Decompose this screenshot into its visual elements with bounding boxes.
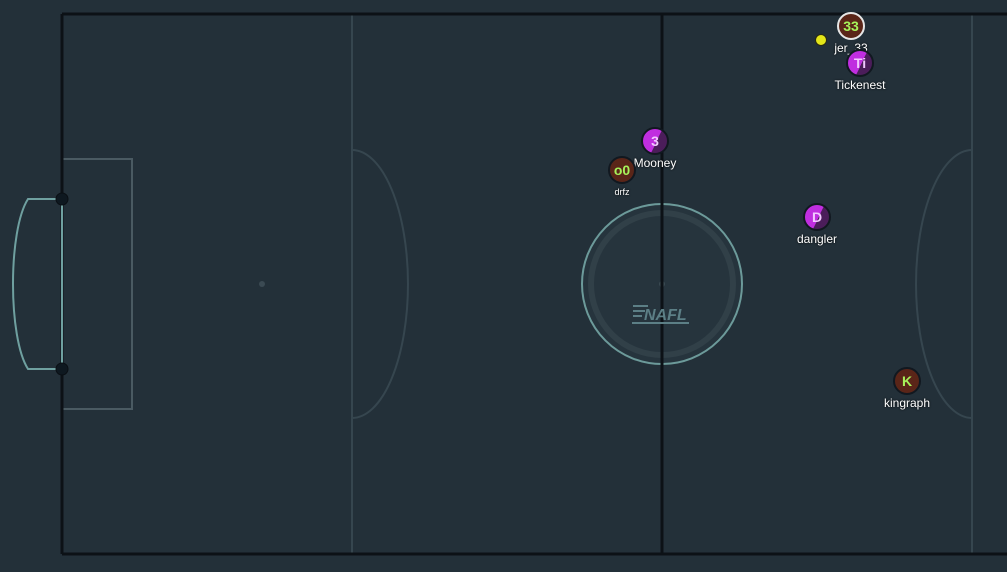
player-token[interactable]: K kingraph [862, 367, 952, 410]
player-initials: 33 [843, 18, 859, 34]
player-avatar: 3 [641, 127, 669, 155]
player-name: drfz [614, 187, 630, 197]
player-name: Mooney [633, 156, 677, 170]
player-initials: o0 [613, 162, 631, 178]
player-avatar: K [893, 367, 921, 395]
player-avatar: o0 [608, 156, 636, 184]
league-logo: NAFL [632, 305, 689, 324]
player-avatar: D [803, 203, 831, 231]
penalty-box [62, 158, 133, 410]
player-initials: Ti [853, 55, 867, 71]
player-name: dangler [796, 232, 838, 246]
player-token[interactable]: o0 drfz [577, 156, 667, 197]
logo-text: NAFL [644, 307, 687, 324]
player-name: kingraph [883, 396, 931, 410]
left-arc [351, 149, 409, 419]
player-token[interactable]: 3 Mooney [610, 127, 700, 170]
ball[interactable] [815, 34, 827, 46]
right-arc [915, 149, 973, 419]
player-token[interactable]: Ti Tickenest [815, 49, 905, 92]
player-name: Tickenest [834, 78, 886, 92]
left-spot [259, 281, 265, 287]
player-initials: D [811, 209, 823, 225]
player-token[interactable]: D dangler [772, 203, 862, 246]
goal-post-top [55, 192, 69, 206]
player-avatar: 33 [837, 12, 865, 40]
player-initials: K [901, 373, 913, 389]
player-avatar: Ti [846, 49, 874, 77]
goal-net [12, 198, 62, 370]
goal-post-bottom [55, 362, 69, 376]
player-initials: 3 [651, 133, 659, 149]
